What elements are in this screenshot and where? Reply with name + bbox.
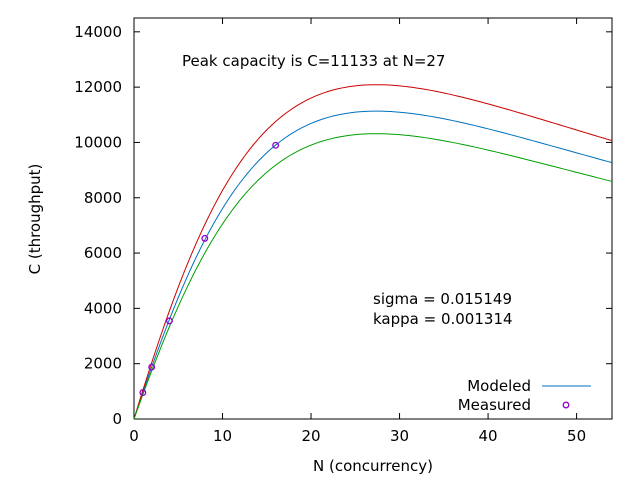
measured-points bbox=[139, 141, 280, 397]
sigma-annotation: sigma = 0.015149 bbox=[373, 290, 512, 308]
y-tick-label-14000: 14000 bbox=[74, 23, 122, 41]
y-axis-label: C (throughput) bbox=[26, 164, 44, 275]
kappa-annotation: kappa = 0.001314 bbox=[373, 310, 513, 328]
x-tick-label-30: 30 bbox=[390, 427, 409, 445]
y-tick-label-8000: 8000 bbox=[84, 189, 122, 207]
x-tick-label-0: 0 bbox=[129, 427, 139, 445]
legend-measured-swatch bbox=[562, 401, 570, 409]
legend-modeled-label: Modeled bbox=[467, 377, 531, 395]
measured-point-16 bbox=[272, 141, 280, 149]
tick-marks bbox=[133, 18, 612, 420]
series-line-bound-2 bbox=[133, 133, 613, 420]
measured-point-8 bbox=[201, 234, 209, 242]
axes bbox=[133, 17, 613, 420]
x-axis-label: N (concurrency) bbox=[313, 457, 433, 475]
measured-point-2 bbox=[148, 363, 156, 371]
y-tick-label-4000: 4000 bbox=[84, 299, 122, 317]
series-lines bbox=[133, 84, 613, 420]
x-tick-label-40: 40 bbox=[479, 427, 498, 445]
plot-frame bbox=[133, 17, 613, 420]
peak-annotation: Peak capacity is C=11133 at N=27 bbox=[182, 52, 445, 70]
tick-labels: 0 10 20 30 40 50 0 2000 4000 6000 8000 10000 12000 14… bbox=[74, 23, 586, 445]
series-line-modeled bbox=[133, 110, 613, 420]
y-tick-label-0: 0 bbox=[112, 410, 122, 428]
x-tick-label-10: 10 bbox=[213, 427, 232, 445]
x-tick-label-20: 20 bbox=[301, 427, 320, 445]
legend-measured-label: Measured bbox=[458, 396, 531, 414]
y-tick-label-10000: 10000 bbox=[74, 133, 122, 151]
measured-point-4 bbox=[165, 317, 173, 325]
y-tick-label-12000: 12000 bbox=[74, 78, 122, 96]
x-tick-label-50: 50 bbox=[567, 427, 586, 445]
y-tick-label-6000: 6000 bbox=[84, 244, 122, 262]
y-tick-label-2000: 2000 bbox=[84, 355, 122, 373]
legend: Modeled Measured bbox=[458, 377, 591, 414]
series-line-bound-1 bbox=[133, 84, 613, 420]
measured-point-1 bbox=[139, 389, 147, 397]
